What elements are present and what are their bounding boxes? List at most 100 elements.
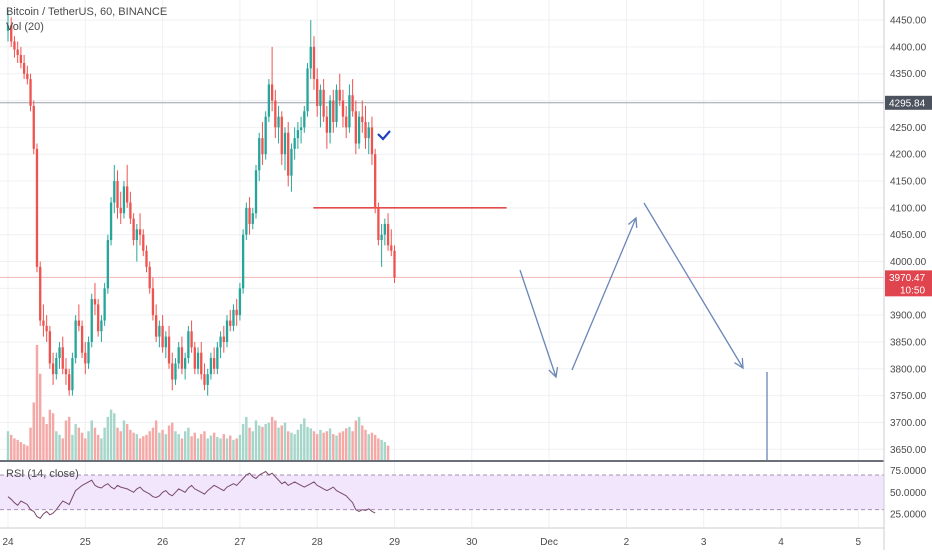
candle-body bbox=[158, 325, 161, 337]
time-tick-label: 25 bbox=[80, 537, 92, 548]
volume-bar bbox=[167, 425, 171, 460]
volume-bar bbox=[100, 438, 103, 460]
volume-bar bbox=[19, 442, 23, 460]
candle-body bbox=[241, 234, 245, 289]
candle-body bbox=[377, 207, 380, 241]
volume-bar bbox=[35, 345, 39, 460]
volume-bar bbox=[174, 431, 177, 460]
candle-body bbox=[171, 363, 174, 380]
volume-bar bbox=[42, 416, 45, 460]
last-price-text: 3970.47 bbox=[889, 273, 926, 284]
candle-body bbox=[51, 363, 55, 375]
candle-body bbox=[126, 186, 129, 203]
candle-body bbox=[177, 347, 180, 364]
volume-bar bbox=[370, 432, 374, 460]
volume-bar bbox=[38, 373, 42, 460]
volume-bar bbox=[9, 434, 13, 460]
price-tick-label: 4100.00 bbox=[890, 203, 927, 214]
volume-bar bbox=[280, 425, 283, 460]
candle-body bbox=[116, 181, 119, 208]
candle-body bbox=[351, 95, 354, 112]
volume-bar bbox=[267, 422, 271, 460]
candle-body bbox=[203, 374, 206, 385]
volume-bar bbox=[164, 434, 168, 460]
rsi-tick-label: 50.0000 bbox=[890, 488, 927, 499]
volume-bar bbox=[180, 438, 184, 460]
volume-bar bbox=[145, 434, 148, 460]
volume-bar bbox=[116, 427, 119, 460]
candle-body bbox=[183, 358, 187, 369]
candle-body bbox=[357, 116, 361, 144]
volume-bar bbox=[183, 431, 187, 460]
candle-body bbox=[306, 68, 309, 112]
volume-bar bbox=[71, 434, 74, 460]
volume-bar bbox=[296, 429, 300, 460]
volume-bar bbox=[274, 420, 277, 460]
candle-body bbox=[322, 89, 325, 117]
volume-bar bbox=[373, 434, 377, 460]
candle-body bbox=[361, 116, 364, 123]
volume-bar bbox=[142, 436, 145, 460]
candle-body bbox=[212, 358, 216, 369]
volume-bar bbox=[58, 434, 61, 460]
candle-body bbox=[232, 309, 235, 326]
time-tick-label: 3 bbox=[701, 537, 707, 548]
time-tick-label: Dec bbox=[540, 537, 558, 548]
price-tick-label: 4250.00 bbox=[890, 123, 927, 134]
candle-body bbox=[174, 363, 177, 380]
volume-bar bbox=[357, 416, 361, 460]
candle-body bbox=[180, 347, 184, 369]
candle-body bbox=[6, 25, 10, 31]
candle-body bbox=[209, 358, 213, 375]
volume-bar bbox=[283, 422, 287, 460]
time-tick-label: 4 bbox=[778, 537, 784, 548]
candle-body bbox=[193, 347, 196, 369]
projection-arrowhead bbox=[627, 216, 638, 229]
candle-body bbox=[90, 299, 93, 342]
price-tick-label: 3650.00 bbox=[890, 445, 927, 456]
candle-body bbox=[164, 336, 167, 348]
candle-body bbox=[225, 320, 229, 342]
time-tick-label: 27 bbox=[234, 537, 246, 548]
candle-body bbox=[122, 186, 126, 214]
candle-body bbox=[380, 234, 383, 241]
candle-body bbox=[145, 250, 148, 267]
volume-bar bbox=[225, 438, 229, 460]
price-tick-label: 4200.00 bbox=[890, 150, 927, 161]
candle-body bbox=[261, 138, 264, 155]
candle-body bbox=[77, 320, 81, 326]
volume-bar bbox=[312, 431, 316, 460]
candle-body bbox=[93, 299, 97, 305]
candle-body bbox=[64, 368, 68, 375]
rsi-tick-label: 75.0000 bbox=[890, 466, 927, 477]
volume-bar bbox=[13, 438, 16, 460]
price-tick-label: 4400.00 bbox=[890, 42, 927, 53]
candle-body bbox=[100, 320, 103, 332]
volume-bar bbox=[93, 427, 97, 460]
volume-bar bbox=[335, 435, 338, 460]
rsi-tick-label: 25.0000 bbox=[890, 510, 927, 521]
candle-body bbox=[55, 358, 58, 375]
volume-bar bbox=[67, 416, 71, 460]
candle-body bbox=[187, 331, 190, 359]
volume-bar bbox=[341, 431, 345, 460]
candle-body bbox=[332, 100, 335, 123]
volume-bar bbox=[229, 435, 232, 460]
volume-bar bbox=[377, 438, 380, 460]
volume-bar bbox=[6, 431, 10, 460]
rsi-indicator-label: RSI (14, close) bbox=[6, 468, 79, 480]
candle-body bbox=[84, 352, 87, 364]
candle-body bbox=[74, 320, 77, 359]
volume-bar bbox=[277, 427, 280, 460]
time-tick-label: 28 bbox=[312, 537, 324, 548]
volume-bar bbox=[132, 432, 135, 460]
candle-body bbox=[280, 116, 283, 155]
volume-bar bbox=[319, 429, 322, 460]
candle-body bbox=[10, 25, 13, 42]
volume-bar bbox=[245, 416, 248, 460]
candle-body bbox=[258, 138, 261, 171]
candle-body bbox=[129, 202, 132, 219]
volume-bar bbox=[232, 439, 235, 460]
